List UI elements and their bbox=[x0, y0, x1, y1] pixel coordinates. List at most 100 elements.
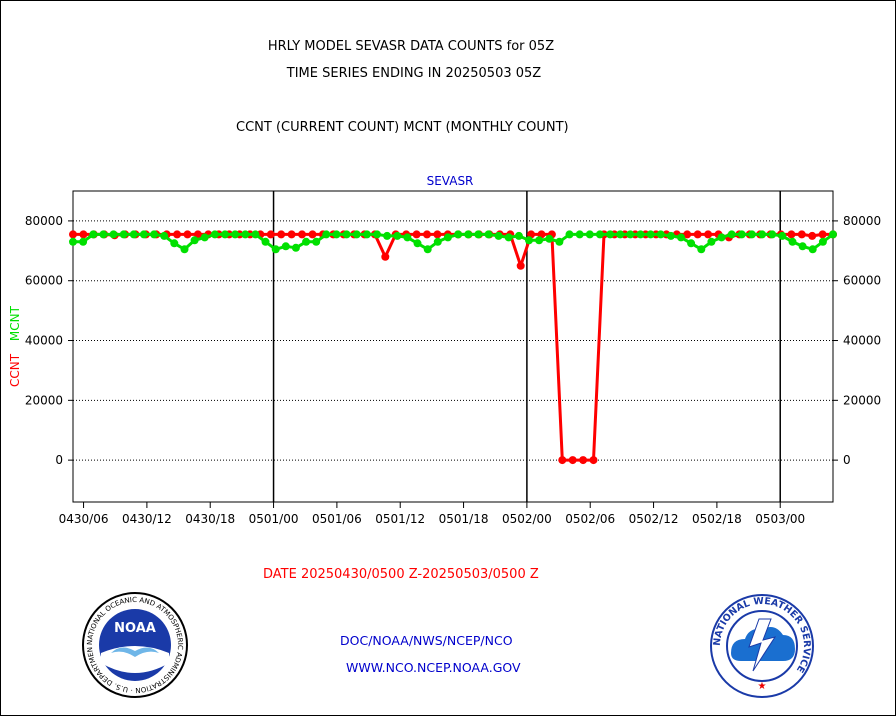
data-point-ccnt bbox=[308, 230, 317, 239]
data-point-mcnt bbox=[393, 231, 402, 240]
data-point-mcnt bbox=[281, 242, 290, 251]
data-point-mcnt bbox=[514, 231, 523, 240]
data-point-mcnt bbox=[322, 230, 331, 239]
y-axis-left: 0 20000 40000 60000 80000 bbox=[25, 214, 73, 467]
data-point-mcnt bbox=[241, 230, 250, 239]
data-point-mcnt bbox=[413, 239, 422, 248]
series-mcnt bbox=[69, 230, 837, 254]
y-tick-label-right: 60000 bbox=[843, 274, 881, 288]
data-point-mcnt bbox=[251, 230, 260, 239]
data-point-ccnt bbox=[381, 252, 390, 261]
data-point-mcnt bbox=[403, 233, 412, 242]
data-point-ccnt bbox=[277, 230, 286, 239]
chart-panel-title: SEVASR bbox=[427, 174, 474, 188]
y-tick-label-left: 80000 bbox=[25, 214, 63, 228]
data-point-mcnt bbox=[484, 230, 493, 239]
data-point-mcnt bbox=[373, 230, 381, 239]
data-point-mcnt bbox=[788, 237, 797, 246]
data-point-ccnt bbox=[412, 230, 421, 239]
data-point-mcnt bbox=[717, 233, 726, 242]
data-point-mcnt bbox=[352, 230, 361, 239]
data-point-mcnt bbox=[646, 230, 655, 239]
x-tick-label: 0502/00 bbox=[502, 512, 552, 526]
data-point-ccnt bbox=[787, 230, 796, 239]
x-axis: 0430/06 0430/12 0430/18 0501/00 0501/06 0501/… bbox=[59, 502, 805, 526]
x-tick-label: 0501/06 bbox=[312, 512, 362, 526]
data-point-mcnt bbox=[525, 236, 533, 245]
date-range-label: DATE 20250430/0500 Z-20250503/0500 Z bbox=[263, 567, 539, 582]
data-point-mcnt bbox=[150, 230, 159, 239]
data-point-ccnt bbox=[433, 230, 442, 239]
x-tick-label: 0501/00 bbox=[249, 512, 299, 526]
series-ccnt bbox=[69, 230, 837, 465]
data-point-mcnt bbox=[271, 245, 280, 254]
y-tick-label-right: 80000 bbox=[843, 214, 881, 228]
data-point-mcnt bbox=[545, 234, 554, 243]
data-point-mcnt bbox=[494, 231, 503, 240]
data-point-mcnt bbox=[433, 237, 442, 246]
data-point-mcnt bbox=[109, 230, 118, 239]
svg-text:★: ★ bbox=[758, 681, 767, 692]
data-point-ccnt bbox=[287, 230, 296, 239]
data-point-mcnt bbox=[180, 245, 189, 254]
data-point-mcnt bbox=[677, 233, 685, 242]
y-tick-label-right: 20000 bbox=[843, 393, 881, 407]
data-point-ccnt bbox=[818, 230, 827, 239]
data-point-mcnt bbox=[616, 230, 625, 239]
data-point-mcnt bbox=[707, 237, 716, 246]
data-point-mcnt bbox=[160, 231, 169, 240]
chart-title-line1: HRLY MODEL SEVASR DATA COUNTS for 05Z bbox=[267, 39, 555, 54]
data-point-mcnt bbox=[636, 230, 645, 239]
data-point-ccnt bbox=[568, 456, 577, 465]
ylabel-mcnt: MCNT bbox=[8, 305, 22, 341]
data-point-mcnt bbox=[332, 230, 341, 239]
data-point-ccnt bbox=[797, 230, 806, 239]
data-point-ccnt bbox=[558, 456, 567, 465]
gridlines bbox=[73, 220, 833, 461]
data-point-ccnt bbox=[693, 230, 702, 239]
nws-logo: ★ NATIONAL WEATHER SERVICE bbox=[709, 593, 815, 703]
data-point-mcnt bbox=[231, 230, 240, 239]
credit-line1: DOC/NOAA/NWS/NCEP/NCO bbox=[340, 633, 513, 648]
data-point-mcnt bbox=[291, 243, 300, 252]
data-point-mcnt bbox=[768, 230, 777, 239]
data-point-mcnt bbox=[79, 237, 88, 246]
x-tick-label: 0503/00 bbox=[755, 512, 805, 526]
data-point-mcnt bbox=[170, 239, 179, 248]
y-tick-label-right: 0 bbox=[843, 453, 851, 467]
data-point-ccnt bbox=[516, 261, 525, 270]
y-axis-right: 0 20000 40000 60000 80000 bbox=[833, 214, 881, 467]
data-point-mcnt bbox=[727, 230, 736, 239]
data-point-mcnt bbox=[200, 233, 209, 242]
chart-svg: SEVASR 0 20000 40000 60000 80000 0 20000 40000… bbox=[8, 174, 881, 526]
data-point-mcnt bbox=[535, 236, 544, 245]
x-tick-label: 0501/18 bbox=[439, 512, 489, 526]
data-point-mcnt bbox=[758, 230, 767, 239]
x-tick-label: 0502/18 bbox=[692, 512, 742, 526]
y-axis-label: CCNT MCNT bbox=[8, 305, 22, 387]
data-point-mcnt bbox=[666, 231, 675, 240]
data-point-mcnt bbox=[656, 230, 665, 239]
data-point-mcnt bbox=[464, 230, 473, 239]
data-point-mcnt bbox=[342, 230, 351, 239]
x-tick-label: 0501/12 bbox=[375, 512, 425, 526]
data-point-mcnt bbox=[595, 230, 604, 239]
data-point-mcnt bbox=[626, 230, 635, 239]
data-point-mcnt bbox=[585, 230, 594, 239]
credit-line2: WWW.NCO.NCEP.NOAA.GOV bbox=[346, 660, 521, 675]
data-point-mcnt bbox=[687, 239, 696, 248]
plot-area-border bbox=[72, 190, 834, 503]
data-point-mcnt bbox=[565, 230, 574, 239]
data-point-ccnt bbox=[69, 230, 77, 239]
y-tick-label-left: 20000 bbox=[25, 393, 63, 407]
data-point-mcnt bbox=[423, 245, 432, 254]
x-tick-label: 0430/12 bbox=[122, 512, 172, 526]
data-point-ccnt bbox=[193, 230, 202, 239]
y-tick-label-left: 40000 bbox=[25, 334, 63, 348]
data-point-ccnt bbox=[423, 230, 431, 239]
data-point-ccnt bbox=[589, 456, 598, 465]
series-line-mcnt bbox=[73, 232, 834, 251]
data-point-mcnt bbox=[474, 230, 483, 239]
data-point-ccnt bbox=[79, 230, 88, 239]
